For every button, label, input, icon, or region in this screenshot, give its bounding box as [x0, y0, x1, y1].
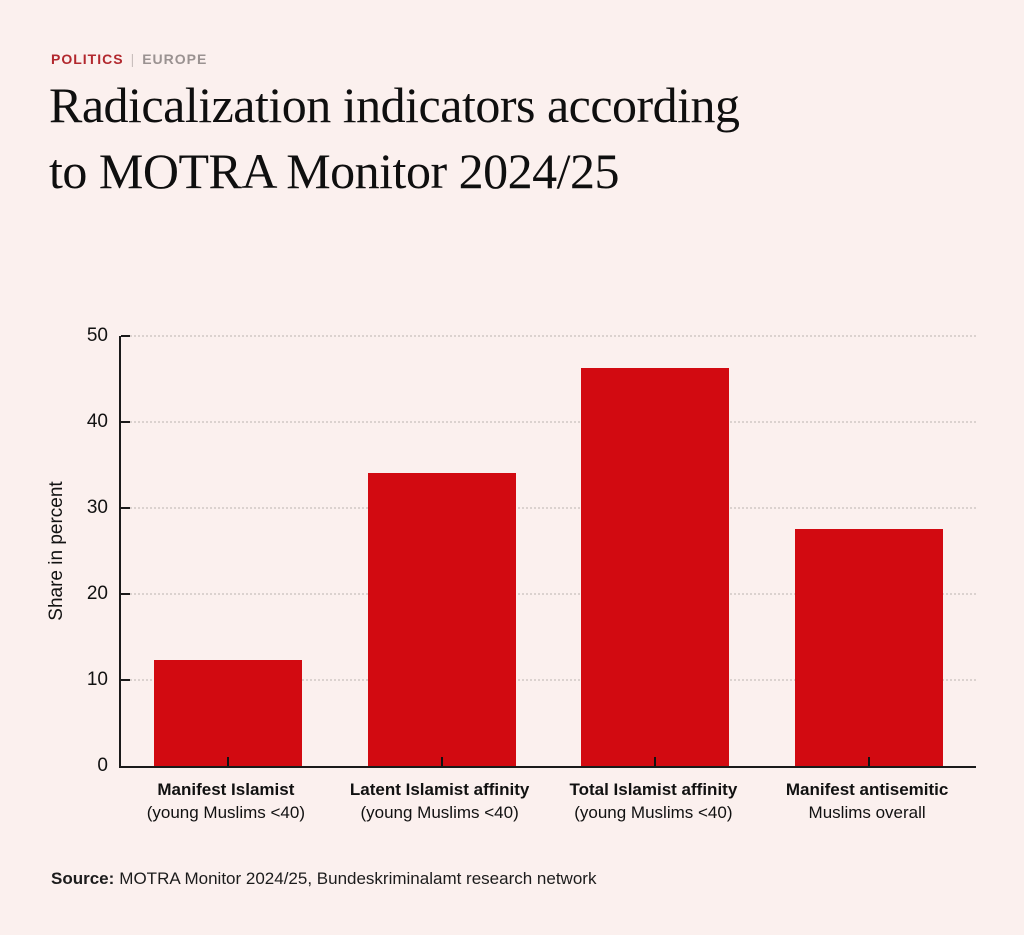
- x-axis-sublabel-2: (young Muslims <40): [360, 803, 519, 822]
- source-line: Source: MOTRA Monitor 2024/25, Bundeskrim…: [51, 869, 596, 889]
- gridline-10: [121, 679, 976, 681]
- y-tick-mark-30: [121, 507, 130, 509]
- bar-slot-1: [121, 336, 335, 766]
- y-tick-label-30: 30: [86, 497, 108, 518]
- y-tick-label-10: 10: [86, 669, 108, 690]
- x-axis-sublabel-4: Muslims overall: [808, 803, 926, 822]
- x-tick-mark-3: [654, 757, 657, 766]
- bar-slot-4: [762, 336, 976, 766]
- source-text: MOTRA Monitor 2024/25, Bundeskriminalamt…: [119, 869, 597, 888]
- x-tick-mark-2: [440, 757, 443, 766]
- y-tick-mark-20: [121, 593, 130, 595]
- gridline-50: [121, 335, 976, 337]
- x-axis-category-4: Manifest antisemitic: [785, 780, 949, 799]
- y-tick-label-40: 40: [86, 411, 108, 432]
- bar-slot-2: [335, 336, 549, 766]
- bar-series: [121, 336, 976, 766]
- bar-1: [153, 660, 302, 766]
- y-tick-mark-50: [121, 335, 130, 337]
- breadcrumb-category[interactable]: POLITICS: [51, 51, 124, 67]
- bar-4: [795, 529, 944, 766]
- x-axis-label-4: Manifest antisemitic Muslims overall: [760, 778, 974, 824]
- x-axis-category-2: Latent Islamist affinity: [349, 780, 530, 799]
- x-tick-mark-1: [226, 757, 229, 766]
- bar-2: [367, 473, 516, 766]
- plot-area: [119, 335, 976, 768]
- gridline-20: [121, 593, 976, 595]
- y-tick-mark-40: [121, 421, 130, 423]
- x-axis-sublabel-3: (young Muslims <40): [574, 803, 733, 822]
- x-tick-labels: Manifest Islamist (young Muslims <40) Late…: [119, 778, 974, 824]
- bar-slot-3: [549, 336, 763, 766]
- breadcrumb: POLITICS | EUROPE: [51, 51, 207, 67]
- y-tick-labels: 0 10 20 30 40 50: [58, 325, 108, 776]
- x-axis-label-1: Manifest Islamist (young Muslims <40): [119, 778, 333, 824]
- page-title: Radicalization indicators according to M…: [49, 72, 740, 204]
- x-axis-category-1: Manifest Islamist: [157, 780, 295, 799]
- y-tick-label-20: 20: [86, 583, 108, 604]
- source-label: Source:: [51, 869, 115, 888]
- breadcrumb-separator: |: [130, 51, 136, 67]
- x-axis-category-3: Total Islamist affinity: [569, 780, 738, 799]
- title-line-1: Radicalization indicators according: [49, 77, 740, 133]
- x-axis-label-2: Latent Islamist affinity (young Muslims <…: [333, 778, 547, 824]
- y-tick-mark-10: [121, 679, 130, 681]
- gridline-40: [121, 421, 976, 423]
- title-line-2: to MOTRA Monitor 2024/25: [49, 143, 619, 199]
- y-tick-label-50: 50: [86, 325, 108, 346]
- bar-3: [581, 368, 730, 766]
- breadcrumb-region[interactable]: EUROPE: [142, 51, 208, 67]
- x-axis-sublabel-1: (young Muslims <40): [146, 803, 305, 822]
- x-tick-mark-4: [868, 757, 871, 766]
- x-axis-label-3: Total Islamist affinity (young Muslims <4…: [547, 778, 761, 824]
- gridline-30: [121, 507, 976, 509]
- y-tick-label-0: 0: [97, 755, 108, 776]
